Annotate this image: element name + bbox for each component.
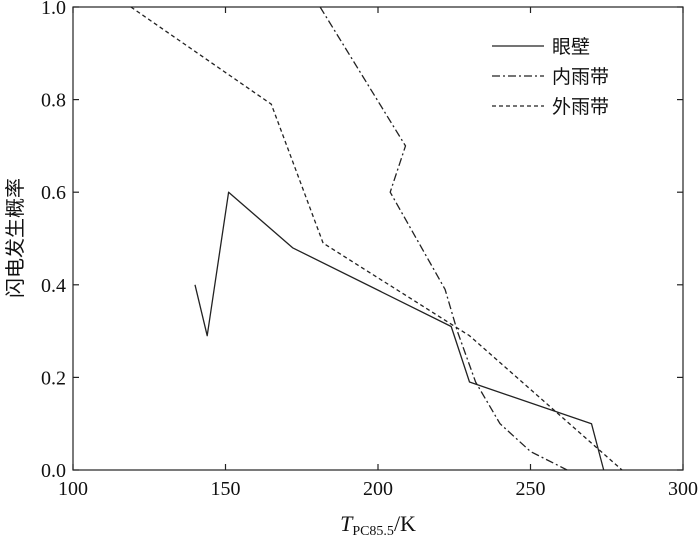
legend-label-series-0: 眼壁 [552, 36, 590, 58]
y-tick-label: 1.0 [41, 0, 66, 19]
series-layer [130, 6, 623, 471]
x-tick-label: 100 [58, 478, 88, 500]
axis-ticks: 100 150 200 250 300 0.0 0.2 0.4 0.6 0.8 1.0 [41, 0, 698, 500]
y-tick-label: 0.0 [41, 460, 66, 482]
x-axis-title-unit: /K [394, 511, 416, 536]
legend: 眼壁 内雨带 外雨带 [492, 36, 609, 118]
x-tick-label: 250 [516, 478, 546, 500]
x-tick-label: 300 [668, 478, 698, 500]
series-line-2 [130, 6, 623, 471]
legend-label-series-1: 内雨带 [552, 66, 609, 88]
y-tick-label: 0.6 [41, 182, 66, 204]
y-tick-label: 0.4 [41, 275, 66, 297]
legend-label-series-2: 外雨带 [552, 96, 609, 118]
series-line-0 [194, 191, 605, 471]
x-tick-label: 200 [363, 478, 393, 500]
y-tick-label: 0.2 [41, 367, 66, 389]
y-axis-title: 闪电发生概率 [3, 178, 27, 298]
x-axis-title-main: T [340, 511, 354, 536]
x-axis-title: TPC85.5/K [340, 511, 416, 539]
y-tick-label: 0.8 [41, 90, 66, 112]
series-line-1 [319, 6, 568, 471]
x-tick-label: 150 [211, 478, 241, 500]
x-axis-title-sub: PC85.5 [352, 524, 394, 539]
